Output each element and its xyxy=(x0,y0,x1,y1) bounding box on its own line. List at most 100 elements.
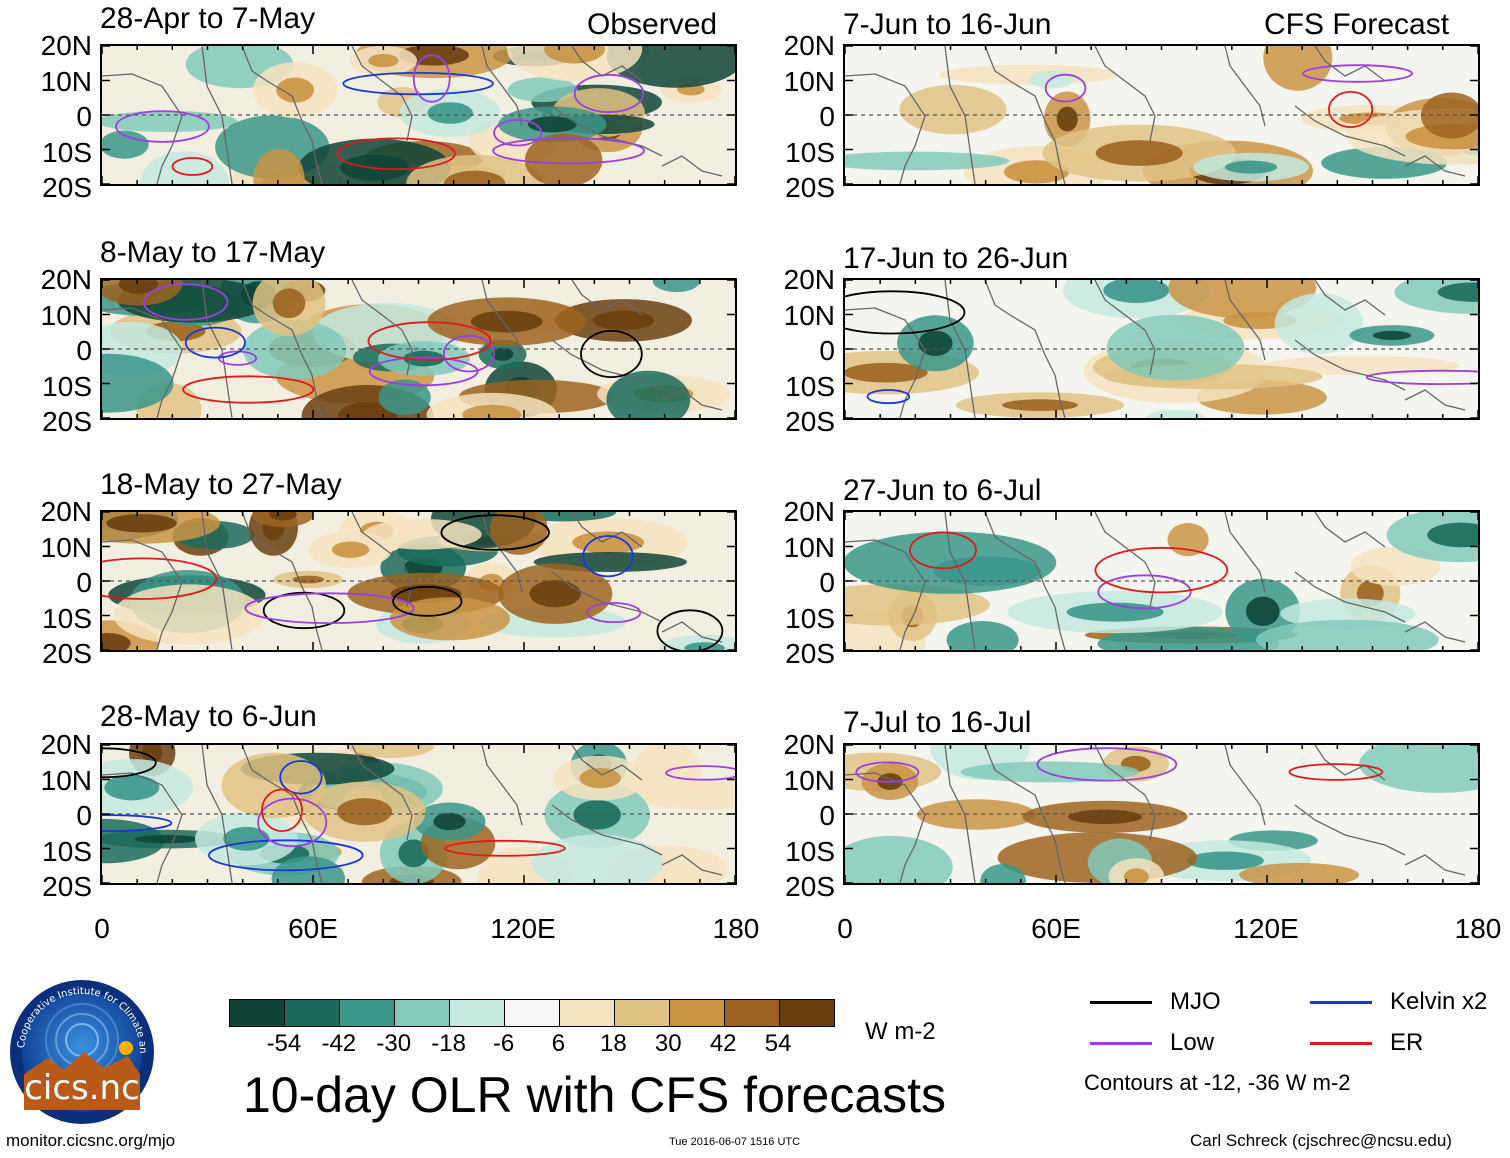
contour-line xyxy=(1365,369,1478,385)
olr-anomaly-core xyxy=(1437,282,1478,302)
y-tick-label: 20S xyxy=(42,638,92,669)
coastline xyxy=(984,46,1066,184)
contour-line xyxy=(909,531,977,570)
logo-text: cics.nc xyxy=(24,1068,140,1108)
olr-map xyxy=(102,512,735,650)
panel-title: 28-May to 6-Jun xyxy=(100,700,317,733)
olr-anomaly xyxy=(102,130,149,159)
colorbar-label: 6 xyxy=(551,1030,566,1057)
contour-line xyxy=(412,54,451,103)
contour-line xyxy=(444,839,566,857)
olr-anomaly xyxy=(980,864,1026,883)
olr-anomaly xyxy=(389,597,510,641)
y-tick-label: 20N xyxy=(40,496,92,527)
contour-line xyxy=(257,797,328,848)
olr-anomaly xyxy=(1239,862,1360,883)
contour-line xyxy=(573,73,645,114)
coastline xyxy=(1094,745,1156,841)
legend-kelvin-line xyxy=(1310,1001,1372,1004)
colorbar-swatch xyxy=(559,1000,614,1026)
coastline xyxy=(351,745,413,841)
coastline xyxy=(1224,745,1266,826)
y-tick-label: 20S xyxy=(42,172,92,203)
colorbar-swatch xyxy=(394,1000,449,1026)
olr-anomaly xyxy=(524,133,603,184)
y-tick-label: 10N xyxy=(783,299,835,331)
olr-anomaly-core xyxy=(462,404,522,418)
axis-ticks xyxy=(845,46,1478,184)
coastline xyxy=(1294,571,1406,623)
map-panel-observed-1 xyxy=(100,44,737,186)
coastline xyxy=(984,745,1066,883)
contour-line xyxy=(184,326,246,359)
olr-anomaly-core xyxy=(403,350,445,367)
contour-line xyxy=(586,602,642,624)
coastline xyxy=(661,621,723,643)
coastline xyxy=(351,280,413,376)
coastline xyxy=(1224,46,1266,127)
panel-title: 18-May to 27-May xyxy=(100,468,342,501)
coastline xyxy=(845,539,926,650)
olr-anomaly xyxy=(627,779,735,810)
colorbar-label: 30 xyxy=(654,1030,682,1057)
coastline xyxy=(1094,46,1156,142)
y-tick-label: 20N xyxy=(40,30,92,61)
olr-anomaly-core xyxy=(579,768,621,789)
axis-ticks xyxy=(845,512,1478,650)
coastline xyxy=(571,280,643,316)
colorbar-units: W m-2 xyxy=(865,1018,936,1045)
contour-line xyxy=(1044,73,1087,103)
map-panel-forecast-4 xyxy=(843,743,1480,885)
olr-anomaly-core xyxy=(272,288,306,319)
contour-line xyxy=(1288,763,1384,781)
olr-map xyxy=(102,46,735,184)
colorbar-swatch xyxy=(614,1000,669,1026)
contour-line xyxy=(665,765,735,781)
y-tick-label: 0 xyxy=(819,335,835,366)
olr-anomaly-core xyxy=(845,362,928,383)
y-tick-label: 0 xyxy=(76,800,92,831)
olr-anomaly-core xyxy=(470,310,543,333)
y-tick-label: 10N xyxy=(783,531,835,563)
y-tick-label: 20S xyxy=(785,406,835,437)
y-tick-label: 10N xyxy=(40,764,92,796)
contour-line xyxy=(440,514,550,551)
coastline xyxy=(1314,46,1386,82)
contour-line xyxy=(866,389,911,405)
contour-line xyxy=(368,356,479,387)
coastline xyxy=(1314,745,1386,781)
olr-anomaly xyxy=(1255,619,1439,650)
contour-line xyxy=(171,157,214,176)
olr-anomaly xyxy=(899,84,1007,135)
y-tick-label: 10S xyxy=(785,370,835,402)
contour-line xyxy=(182,375,315,404)
map-panel-forecast-3 xyxy=(843,510,1480,652)
legend-low-label: Low xyxy=(1170,1029,1215,1056)
panel-title: 17-Jun to 26-Jun xyxy=(843,242,1069,275)
coastline xyxy=(102,73,183,184)
contour-line xyxy=(367,321,492,361)
colorbar-swatch xyxy=(669,1000,724,1026)
forecast-header: CFS Forecast xyxy=(1264,8,1450,41)
olr-map xyxy=(845,46,1478,184)
contour-line xyxy=(102,814,173,832)
colorbar-swatch xyxy=(449,1000,504,1026)
coastline xyxy=(102,772,183,883)
olr-anomaly-core xyxy=(337,798,393,826)
olr-anomaly xyxy=(346,745,435,758)
colorbar-swatch xyxy=(779,1000,834,1026)
olr-anomaly xyxy=(1168,280,1317,319)
olr-anomaly-core xyxy=(529,580,581,608)
x-tick-label: 180 xyxy=(1454,913,1502,944)
contour-line xyxy=(1094,546,1229,594)
contour-line xyxy=(260,788,303,833)
legend-low-line xyxy=(1090,1042,1152,1045)
contour-line xyxy=(262,591,346,630)
olr-anomaly xyxy=(140,151,229,184)
olr-anomaly-core xyxy=(572,531,645,554)
panel-title: 28-Apr to 7-May xyxy=(100,2,316,35)
colorbar-label: 54 xyxy=(764,1030,792,1057)
coastline xyxy=(1294,804,1406,856)
olr-anomaly-core xyxy=(443,170,506,184)
y-tick-label: 20S xyxy=(785,638,835,669)
